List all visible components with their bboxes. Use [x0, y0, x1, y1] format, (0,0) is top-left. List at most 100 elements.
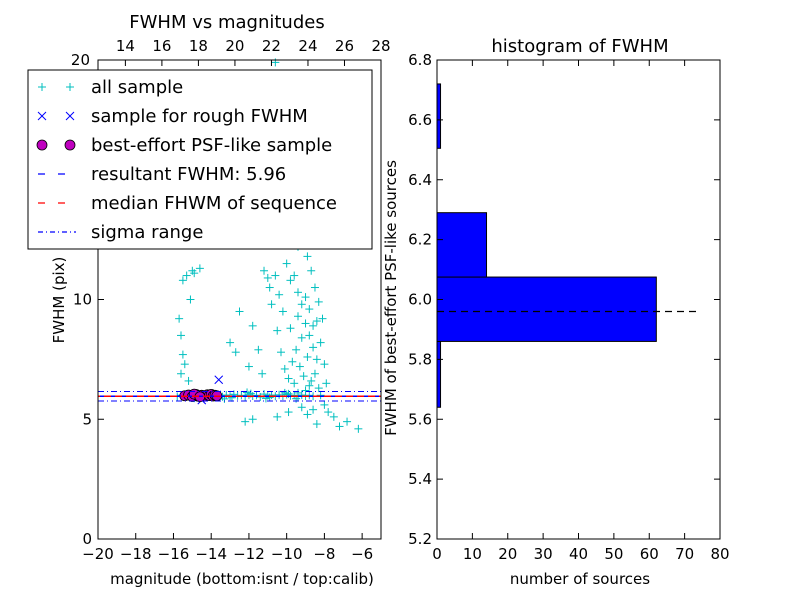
histogram-y-tick-label: 6.6	[408, 111, 432, 129]
histogram-bar	[436, 276, 657, 342]
all-sample-point	[297, 391, 306, 400]
histogram-x-axis-label: number of sources	[510, 570, 650, 588]
all-sample-point	[309, 321, 318, 330]
all-sample-point	[186, 295, 195, 304]
all-sample-point	[305, 305, 314, 314]
histogram-bar	[436, 83, 442, 149]
histogram-y-axis-label: FWHM of best-effort PSF-like sources	[382, 160, 400, 436]
all-sample-point	[310, 283, 319, 292]
scatter-x-tick-label: −12	[233, 545, 265, 563]
all-sample-point	[280, 364, 289, 373]
legend-item: sample for rough FWHM	[37, 106, 308, 127]
all-sample-point	[324, 408, 333, 417]
histogram-x-tick-label: 40	[569, 545, 588, 563]
histogram-y-tick-label: 5.2	[408, 530, 432, 548]
all-sample-point	[292, 345, 301, 354]
scatter-y-tick-label: 5	[82, 410, 92, 428]
all-sample-point	[290, 379, 299, 388]
legend-label: median FHWM of sequence	[91, 193, 337, 214]
legend-x-marker-b	[65, 111, 75, 121]
all-sample-point	[312, 317, 321, 326]
all-sample-point	[314, 297, 323, 306]
histogram-title: histogram of FWHM	[491, 36, 668, 57]
rough-fwhm-point-b	[214, 375, 224, 385]
all-sample-point	[243, 388, 252, 397]
all-sample-point	[314, 384, 323, 393]
legend-item: best-effort PSF-like sample	[36, 135, 332, 156]
all-sample-point	[177, 369, 186, 378]
all-sample-point	[286, 324, 295, 333]
all-sample-point	[335, 422, 344, 431]
all-sample-point	[310, 369, 319, 378]
all-sample-point	[303, 252, 312, 261]
all-sample-point	[275, 290, 284, 299]
legend-box	[27, 69, 373, 250]
histogram-bar	[436, 340, 442, 408]
scatter-x-tick-label: −10	[271, 545, 303, 563]
scatter-title: FWHM vs magnitudes	[129, 12, 324, 33]
legend-circle-marker	[64, 139, 76, 151]
all-sample-point	[282, 390, 291, 399]
all-sample-point	[271, 271, 280, 280]
all-sample-point	[254, 345, 263, 354]
all-sample-point	[184, 376, 193, 385]
histogram-x-tick-label: 20	[498, 545, 517, 563]
all-sample-point	[231, 348, 240, 357]
all-sample-point	[297, 403, 306, 412]
all-sample-point	[307, 376, 316, 385]
rough-fwhm-point	[214, 375, 224, 385]
scatter-x-tick-label: −16	[158, 545, 190, 563]
all-sample-point	[343, 417, 352, 426]
scatter-x-axis-label: magnitude (bottom:isnt / top:calib)	[110, 570, 374, 588]
all-sample-point	[329, 412, 338, 421]
scatter-top-x-tick-label: 24	[298, 37, 317, 55]
all-sample-point	[182, 271, 191, 280]
all-sample-point	[297, 333, 306, 342]
scatter-x-tick-label: −14	[195, 545, 227, 563]
scatter-reference-lines	[98, 390, 381, 402]
histogram-x-tick-label: 50	[604, 545, 623, 563]
all-sample-point	[309, 405, 318, 414]
scatter-panel: −20 −18 −16 −14 −12 −10 −8 −6 0 5 10 14 16 18 20 22 24…	[27, 12, 391, 588]
all-sample-point	[178, 350, 187, 359]
all-sample-point	[282, 259, 291, 268]
all-sample-point	[312, 355, 321, 364]
all-sample-point	[235, 307, 244, 316]
all-sample-point	[177, 331, 186, 340]
all-sample-point	[180, 360, 189, 369]
all-sample-point	[288, 357, 297, 366]
all-sample-point	[277, 348, 286, 357]
legend-item: all sample	[38, 77, 183, 98]
all-sample-point	[275, 390, 284, 399]
all-sample-point	[290, 271, 299, 280]
all-sample-point	[244, 362, 253, 371]
all-sample-point	[265, 393, 274, 402]
all-sample-point	[316, 391, 325, 400]
all-sample-point	[175, 314, 184, 323]
legend: all sample sample for rough FWHM best-effo…	[27, 69, 373, 250]
scatter-top-x-tick-label: 14	[116, 37, 135, 55]
all-sample-point	[301, 319, 310, 328]
all-sample-point	[222, 391, 231, 400]
all-sample-point	[305, 331, 314, 340]
histogram-y-tick-label: 6.8	[408, 51, 432, 69]
scatter-x-tick-label: −6	[351, 545, 373, 563]
legend-items: all sample sample for rough FWHM best-effo…	[36, 77, 337, 243]
scatter-x-ticks: −20 −18 −16 −14 −12 −10 −8 −6	[82, 533, 373, 563]
all-sample-point	[301, 293, 310, 302]
all-sample-point	[273, 326, 282, 335]
all-sample-point	[284, 374, 293, 383]
all-sample-point	[305, 381, 314, 390]
scatter-y-tick-label: 0	[82, 530, 92, 548]
scatter-top-x-tick-label: 16	[152, 37, 171, 55]
all-sample-point	[284, 408, 293, 417]
all-sample-point	[293, 312, 302, 321]
scatter-top-x-tick-label: 18	[189, 37, 208, 55]
all-sample-point	[297, 300, 306, 309]
legend-label: best-effort PSF-like sample	[91, 135, 332, 156]
all-sample-point	[252, 391, 261, 400]
histogram-x-tick-label: 70	[675, 545, 694, 563]
histogram-x-tick-label: 30	[534, 545, 553, 563]
all-sample-point	[178, 276, 187, 285]
